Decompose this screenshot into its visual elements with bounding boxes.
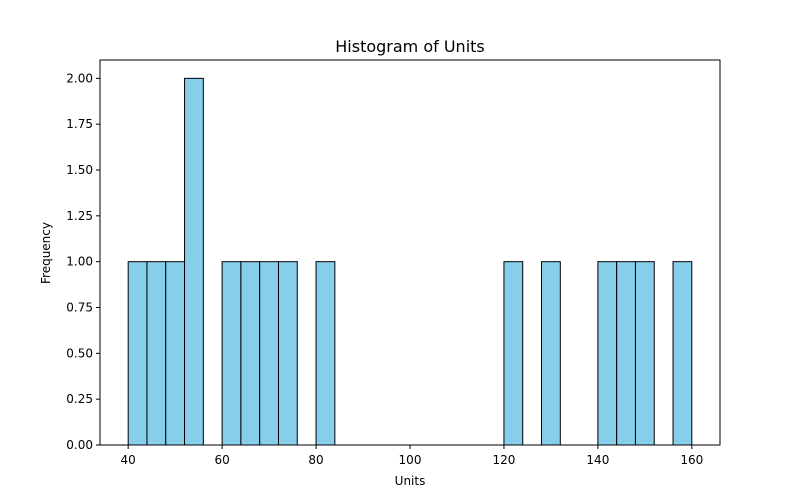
y-tick-label: 1.50: [66, 163, 93, 177]
chart-title: Histogram of Units: [335, 37, 485, 56]
y-tick-label: 0.50: [66, 346, 93, 360]
x-tick-label: 40: [121, 453, 136, 467]
y-tick-label: 1.75: [66, 117, 93, 131]
bars-layer: [127, 77, 693, 446]
x-tick-label: 140: [586, 453, 609, 467]
histogram-bar: [240, 261, 261, 446]
y-tick-label: 0.75: [66, 301, 93, 315]
y-axis-label: Frequency: [39, 222, 53, 284]
x-tick-label: 80: [308, 453, 323, 467]
histogram-bar: [315, 261, 336, 446]
ticks-layer: 40 60 80 100 120 140 160 0.00 0.25 0.50 0.75 1.00 1.…: [66, 71, 703, 467]
y-tick-label: 1.25: [66, 209, 93, 223]
x-tick-label: 100: [399, 453, 422, 467]
histogram-bar: [597, 261, 618, 446]
histogram-bar: [184, 77, 204, 446]
x-tick-label: 160: [680, 453, 703, 467]
y-tick-label: 0.25: [66, 392, 93, 406]
histogram-bar: [277, 261, 298, 446]
x-tick-label: 60: [214, 453, 229, 467]
x-axis-label: Units: [395, 474, 426, 488]
x-tick-label: 120: [492, 453, 515, 467]
histogram-bar: [503, 261, 524, 446]
histogram-bar: [221, 261, 242, 446]
histogram-bar: [616, 261, 636, 446]
y-tick-label: 0.00: [66, 438, 93, 452]
histogram-bar: [146, 261, 167, 446]
histogram-bar: [165, 261, 186, 446]
plot-frame: [99, 59, 721, 446]
histogram-bar: [127, 261, 148, 446]
histogram-bar: [259, 261, 279, 446]
histogram-bar: [634, 261, 655, 446]
y-tick-label: 2.00: [66, 71, 93, 85]
y-tick-label: 1.00: [66, 255, 93, 269]
histogram-bar: [672, 261, 693, 446]
histogram-bar: [541, 261, 561, 446]
